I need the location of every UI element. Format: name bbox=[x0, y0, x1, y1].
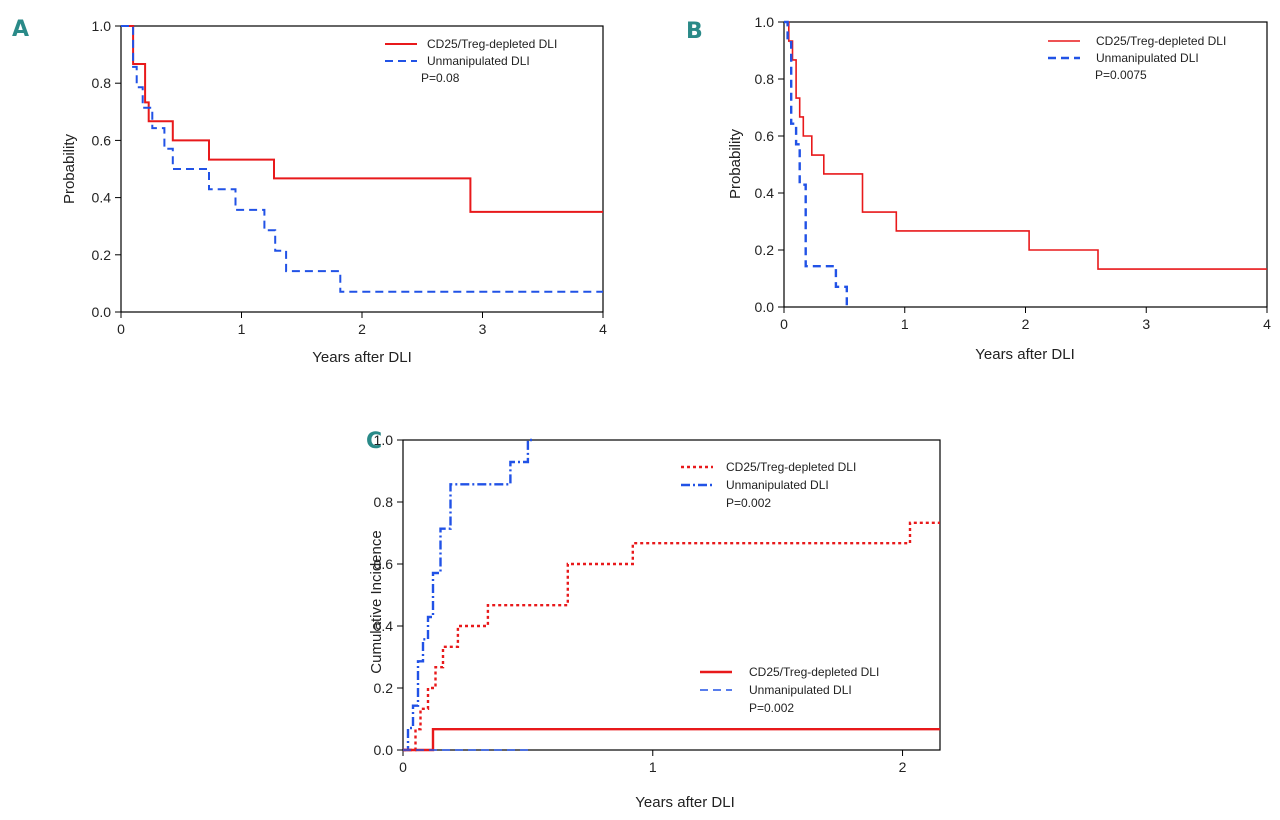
x-axis-label: Years after DLI bbox=[635, 794, 735, 811]
series-line-blue-1 bbox=[784, 20, 848, 307]
y-tick-label: 1.0 bbox=[374, 432, 394, 448]
panel-label-c: C bbox=[366, 429, 382, 454]
legend-entry: Unmanipulated DLI bbox=[726, 478, 829, 492]
y-tick-label: 0.4 bbox=[92, 190, 112, 206]
y-tick-label: 0.8 bbox=[755, 71, 775, 87]
y-axis-label: Cumulative Incidence bbox=[368, 530, 385, 673]
series-line-blue-1 bbox=[403, 438, 533, 752]
x-tick-label: 1 bbox=[649, 759, 657, 775]
legend-entry: CD25/Treg-depleted DLI bbox=[1096, 34, 1226, 48]
y-tick-label: 0.0 bbox=[92, 304, 112, 320]
y-tick-label: 0.0 bbox=[374, 742, 394, 758]
x-tick-label: 1 bbox=[238, 321, 246, 337]
x-tick-label: 0 bbox=[780, 316, 788, 332]
y-tick-label: 0.4 bbox=[755, 185, 775, 201]
plot-frame bbox=[402, 439, 941, 751]
legend-entry: CD25/Treg-depleted DLI bbox=[427, 37, 557, 51]
y-axis-label: Probability bbox=[727, 128, 744, 199]
x-tick-label: 2 bbox=[358, 321, 366, 337]
legend-entry: Unmanipulated DLI bbox=[1096, 51, 1199, 65]
y-tick-label: 0.6 bbox=[374, 556, 394, 572]
y-tick-label: 0.2 bbox=[92, 247, 112, 263]
y-tick-label: 0.4 bbox=[374, 618, 394, 634]
p-value-label: P=0.08 bbox=[421, 71, 460, 85]
x-axis-label: Years after DLI bbox=[975, 346, 1075, 363]
y-tick-label: 1.0 bbox=[92, 18, 112, 34]
x-tick-label: 2 bbox=[1022, 316, 1030, 332]
y-axis-label: Probability bbox=[61, 133, 78, 204]
x-tick-label: 2 bbox=[899, 759, 907, 775]
x-tick-label: 3 bbox=[479, 321, 487, 337]
y-tick-label: 0.8 bbox=[374, 494, 394, 510]
series-line-red-0 bbox=[403, 521, 940, 752]
series-line-red-2 bbox=[403, 728, 940, 752]
y-tick-label: 1.0 bbox=[755, 14, 775, 30]
x-tick-label: 0 bbox=[399, 759, 407, 775]
y-tick-label: 0.2 bbox=[755, 242, 775, 258]
x-tick-label: 4 bbox=[1263, 316, 1271, 332]
series-line-red-0 bbox=[784, 21, 1267, 270]
panel-label-a: A bbox=[12, 17, 29, 42]
chart-panel-a: 0.0 0.2 0.4 0.6 0.8 1.0 0 1 2 3 4 Years after DLI Pr… bbox=[61, 18, 607, 366]
p-value-label: P=0.002 bbox=[726, 496, 771, 510]
y-tick-label: 0.6 bbox=[755, 128, 775, 144]
chart-panel-c: 0.0 0.2 0.4 0.6 0.8 1.0 0 1 2 Years after DLI Cumu… bbox=[368, 432, 941, 811]
p-value-label: P=0.002 bbox=[749, 701, 794, 715]
legend-entry: Unmanipulated DLI bbox=[749, 683, 852, 697]
x-tick-label: 4 bbox=[599, 321, 607, 337]
legend-entry: CD25/Treg-depleted DLI bbox=[749, 665, 879, 679]
y-tick-label: 0.2 bbox=[374, 680, 394, 696]
y-tick-label: 0.0 bbox=[755, 299, 775, 315]
x-axis-label: Years after DLI bbox=[312, 349, 412, 366]
x-tick-label: 1 bbox=[901, 316, 909, 332]
legend-entry: CD25/Treg-depleted DLI bbox=[726, 460, 856, 474]
chart-panel-b: 0.0 0.2 0.4 0.6 0.8 1.0 0 1 2 3 4 Years after DLI Pr… bbox=[727, 14, 1271, 363]
legend-entry: Unmanipulated DLI bbox=[427, 54, 530, 68]
y-tick-label: 0.6 bbox=[92, 132, 112, 148]
series-line-blue-1 bbox=[121, 25, 603, 293]
panel-label-b: B bbox=[686, 19, 703, 44]
series-line-red-0 bbox=[121, 25, 603, 213]
x-tick-label: 3 bbox=[1142, 316, 1150, 332]
p-value-label: P=0.0075 bbox=[1095, 68, 1147, 82]
y-tick-label: 0.8 bbox=[92, 75, 112, 91]
x-tick-label: 0 bbox=[117, 321, 125, 337]
